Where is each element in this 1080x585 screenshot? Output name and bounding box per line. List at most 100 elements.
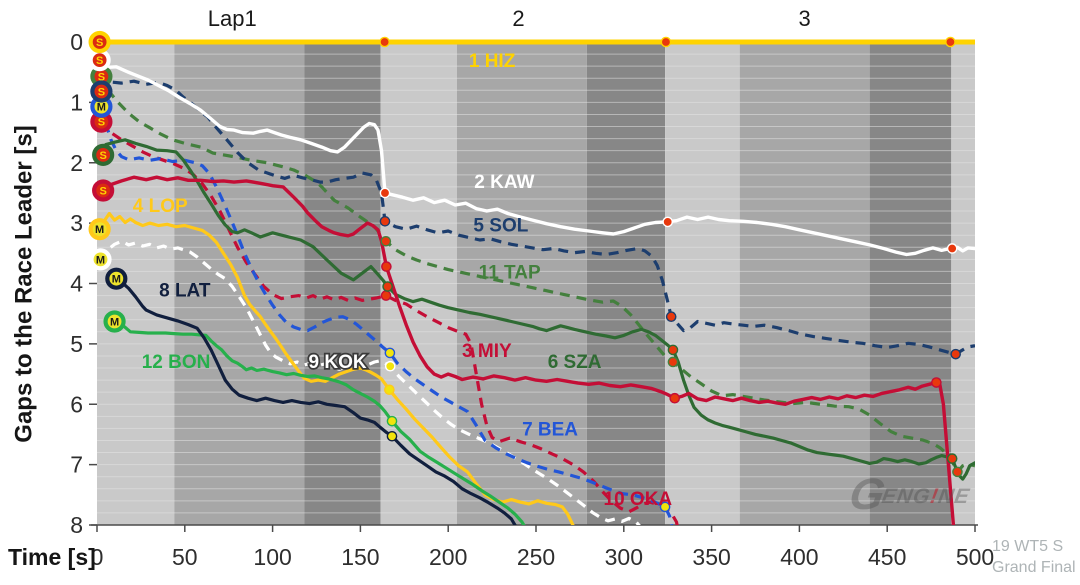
- y-axis-tick-label: 0: [70, 29, 83, 55]
- start-marker-ring-bon: [103, 310, 126, 333]
- y-axis-tick-label: 7: [70, 452, 83, 478]
- driver-label-lat: 8 LAT: [159, 281, 211, 302]
- start-marker-lat: M: [105, 267, 128, 290]
- y-axis-tick-label: 4: [70, 271, 83, 297]
- lap-dot-kaw: [946, 243, 958, 254]
- lap-dot-miy: [931, 377, 942, 388]
- event-footnote: 19 WT5 S Grand Final: [992, 536, 1076, 578]
- y-axis-label: Gaps to the Race Leader [s]: [10, 125, 38, 443]
- lap-dot-kaw: [662, 216, 674, 228]
- x-axis-tick-label: 250: [517, 544, 555, 570]
- lap-label: 2: [512, 6, 524, 31]
- lap-dot-kaw: [379, 187, 391, 199]
- lap-dot-hiz: [379, 36, 390, 48]
- x-axis-label: Time [s]: [8, 544, 96, 570]
- watermark-text-end: NE: [936, 485, 972, 508]
- y-axis-tick-label: 8: [70, 512, 83, 538]
- start-marker-ring-sza: [92, 143, 115, 167]
- lap-dot-lop: [384, 384, 395, 396]
- lap-dot-sol: [950, 348, 961, 360]
- lap-dot-tap: [380, 235, 392, 247]
- driver-lines: [97, 39, 975, 525]
- driver-label-lop: 4 LOP: [133, 196, 188, 217]
- line-tap: [97, 75, 975, 474]
- tire-letter-tap: S: [98, 71, 105, 83]
- start-marker-ring-sol: [90, 80, 113, 103]
- tire-letter-lat: M: [112, 274, 121, 286]
- line-bon: [113, 319, 526, 525]
- tire-letter-lop: M: [95, 224, 104, 236]
- start-marker-ring-lat: [105, 267, 128, 290]
- lap-dot-bon: [386, 415, 398, 427]
- start-marker-miy: S: [92, 179, 115, 202]
- x-axis-tick-label: 150: [341, 544, 379, 570]
- driver-label-bon: 12 BON: [142, 352, 211, 373]
- driver-label-kok: 9 KOK: [309, 352, 367, 373]
- tire-letter-miy: S: [99, 186, 106, 198]
- line-sol: [97, 79, 975, 356]
- lap-dot-miy: [381, 261, 392, 272]
- line-lat: [113, 277, 517, 525]
- start-marker-hiz: S: [88, 30, 111, 54]
- x-axis-tick-label: 200: [429, 544, 467, 570]
- driver-label-hiz: 1 HIZ: [469, 51, 516, 72]
- tire-letter-bon: M: [110, 317, 119, 329]
- lap-label: Lap1: [208, 6, 257, 31]
- watermark-text: ENG: [879, 485, 933, 508]
- driver-label-tap: 11 TAP: [479, 262, 541, 283]
- lap-dot-tap: [952, 466, 963, 478]
- tire-letter-oka: S: [98, 117, 105, 129]
- lap-dot-tap: [667, 356, 679, 368]
- lap-dot-sol: [379, 216, 391, 227]
- start-marker-kaw: S: [88, 49, 111, 72]
- lap-dot-bea: [384, 347, 396, 359]
- x-axis-tick-label: 400: [780, 544, 818, 570]
- start-marker-sza: S: [92, 143, 115, 167]
- tire-letter-bea: M: [97, 102, 106, 114]
- x-axis-tick-label: 300: [605, 544, 643, 570]
- start-marker-kok: M: [89, 248, 112, 271]
- start-marker-ring-hiz: [88, 30, 111, 54]
- axes: 0 50 100 150 200 250 300 350 400 450 500 0 1 2 3 4 5 6 7 8: [70, 29, 994, 570]
- line-sza: [97, 138, 975, 481]
- lap-dots: [379, 36, 963, 513]
- lap-dot-sza: [382, 281, 393, 292]
- driver-label-sol: 5 SOL: [473, 215, 528, 236]
- lap-dot-hiz: [660, 36, 672, 48]
- gengine-watermark-logo: GENG!NE: [846, 470, 975, 520]
- driver-label-oka: 10 OKA: [604, 489, 673, 510]
- y-axis-tick-label: 5: [70, 331, 83, 357]
- line-kaw: [97, 58, 975, 257]
- lap-dot-sza: [667, 344, 679, 356]
- lap-labels: Lap1 2 3: [208, 6, 811, 31]
- y-axis-tick-label: 2: [70, 150, 83, 176]
- tire-letter-sza: S: [99, 150, 106, 162]
- lap-dot-oka: [380, 290, 392, 301]
- start-marker-lop: M: [88, 218, 111, 241]
- lap-dot-lat: [386, 430, 398, 442]
- driver-label-bea: 7 BEA: [522, 419, 578, 440]
- x-axis-tick-label: 50: [172, 544, 198, 570]
- start-marker-sol: S: [90, 80, 113, 103]
- x-axis-tick-label: 350: [692, 544, 730, 570]
- lap-dot-sol: [665, 311, 677, 323]
- line-bea: [98, 106, 674, 525]
- x-axis-tick-label: 100: [253, 544, 291, 570]
- lap-label: 3: [799, 6, 811, 31]
- line-miy: [97, 175, 956, 525]
- line-kok: [97, 239, 641, 525]
- driver-label-kaw: 2 KAW: [474, 172, 534, 193]
- event-footnote-line1: 19 WT5 S: [992, 538, 1064, 555]
- x-axis-tick-label: 0: [91, 544, 104, 570]
- y-axis-tick-label: 3: [70, 210, 83, 236]
- start-marker-bon: M: [103, 310, 126, 333]
- x-axis-tick-label: 500: [956, 544, 994, 570]
- lap-dot-bea: [659, 501, 671, 513]
- y-axis-tick-label: 1: [70, 89, 83, 115]
- event-footnote-line2: Grand Final: [992, 559, 1076, 576]
- tire-letter-sol: S: [98, 87, 105, 99]
- tire-letter-kok: M: [96, 254, 105, 266]
- start-marker-ring-miy: [92, 179, 115, 202]
